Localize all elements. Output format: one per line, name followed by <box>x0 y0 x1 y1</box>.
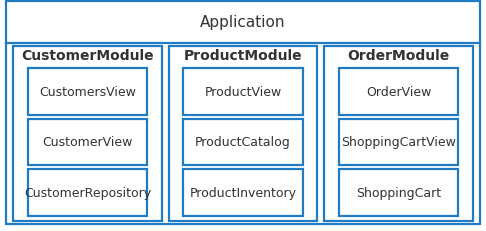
Bar <box>339 119 458 166</box>
Bar <box>339 69 458 115</box>
Text: ProductInventory: ProductInventory <box>190 186 296 199</box>
Text: ShoppingCartView: ShoppingCartView <box>341 136 456 149</box>
Text: ShoppingCart: ShoppingCart <box>356 186 441 199</box>
Text: CustomerRepository: CustomerRepository <box>24 186 151 199</box>
Bar <box>183 69 303 115</box>
Bar <box>339 170 458 216</box>
Bar <box>325 47 473 221</box>
Bar <box>28 69 147 115</box>
Text: OrderModule: OrderModule <box>347 49 450 62</box>
Bar <box>183 119 303 166</box>
Bar <box>28 170 147 216</box>
Bar <box>13 47 161 221</box>
Bar <box>169 47 317 221</box>
Text: ProductCatalog: ProductCatalog <box>195 136 291 149</box>
Text: Application: Application <box>200 15 286 30</box>
Text: ProductModule: ProductModule <box>184 49 302 62</box>
Text: ProductView: ProductView <box>205 85 281 98</box>
Text: CustomersView: CustomersView <box>39 85 136 98</box>
Text: CustomerView: CustomerView <box>42 136 133 149</box>
Text: OrderView: OrderView <box>366 85 432 98</box>
Text: CustomerModule: CustomerModule <box>21 49 154 62</box>
Bar <box>28 119 147 166</box>
Bar <box>183 170 303 216</box>
